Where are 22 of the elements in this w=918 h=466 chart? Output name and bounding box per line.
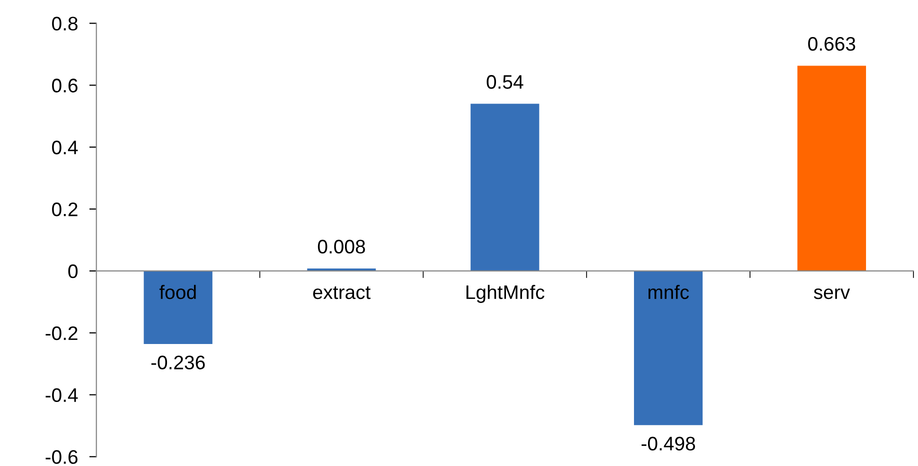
- bar: [634, 270, 703, 426]
- data-label: -0.236: [151, 356, 205, 370]
- x-tick-label: LghtMnfc: [466, 284, 544, 303]
- y-tick-label: 0.2: [52, 202, 78, 216]
- x-tick-label: serv: [814, 288, 850, 300]
- data-label: -0.498: [642, 436, 696, 450]
- x-tick-label: extract: [313, 286, 371, 300]
- y-tick-label: -0.2: [46, 326, 78, 340]
- y-tick-label: 0.4: [52, 140, 78, 154]
- x-tick-label: mnfc: [648, 284, 689, 300]
- data-label: 0.008: [318, 240, 365, 254]
- data-label: 0.54: [486, 75, 524, 89]
- bar: [144, 270, 212, 344]
- x-tick-label: food: [159, 284, 196, 300]
- y-tick-label: 0.6: [52, 78, 78, 92]
- y-tick-label: -0.4: [46, 388, 78, 402]
- data-label: 0.663: [808, 36, 856, 51]
- y-tick-label: -0.6: [46, 450, 78, 464]
- bar: [470, 104, 540, 271]
- y-tick-label: 0: [68, 264, 78, 278]
- bar: [797, 66, 866, 271]
- y-tick-label: 0.8: [52, 16, 78, 31]
